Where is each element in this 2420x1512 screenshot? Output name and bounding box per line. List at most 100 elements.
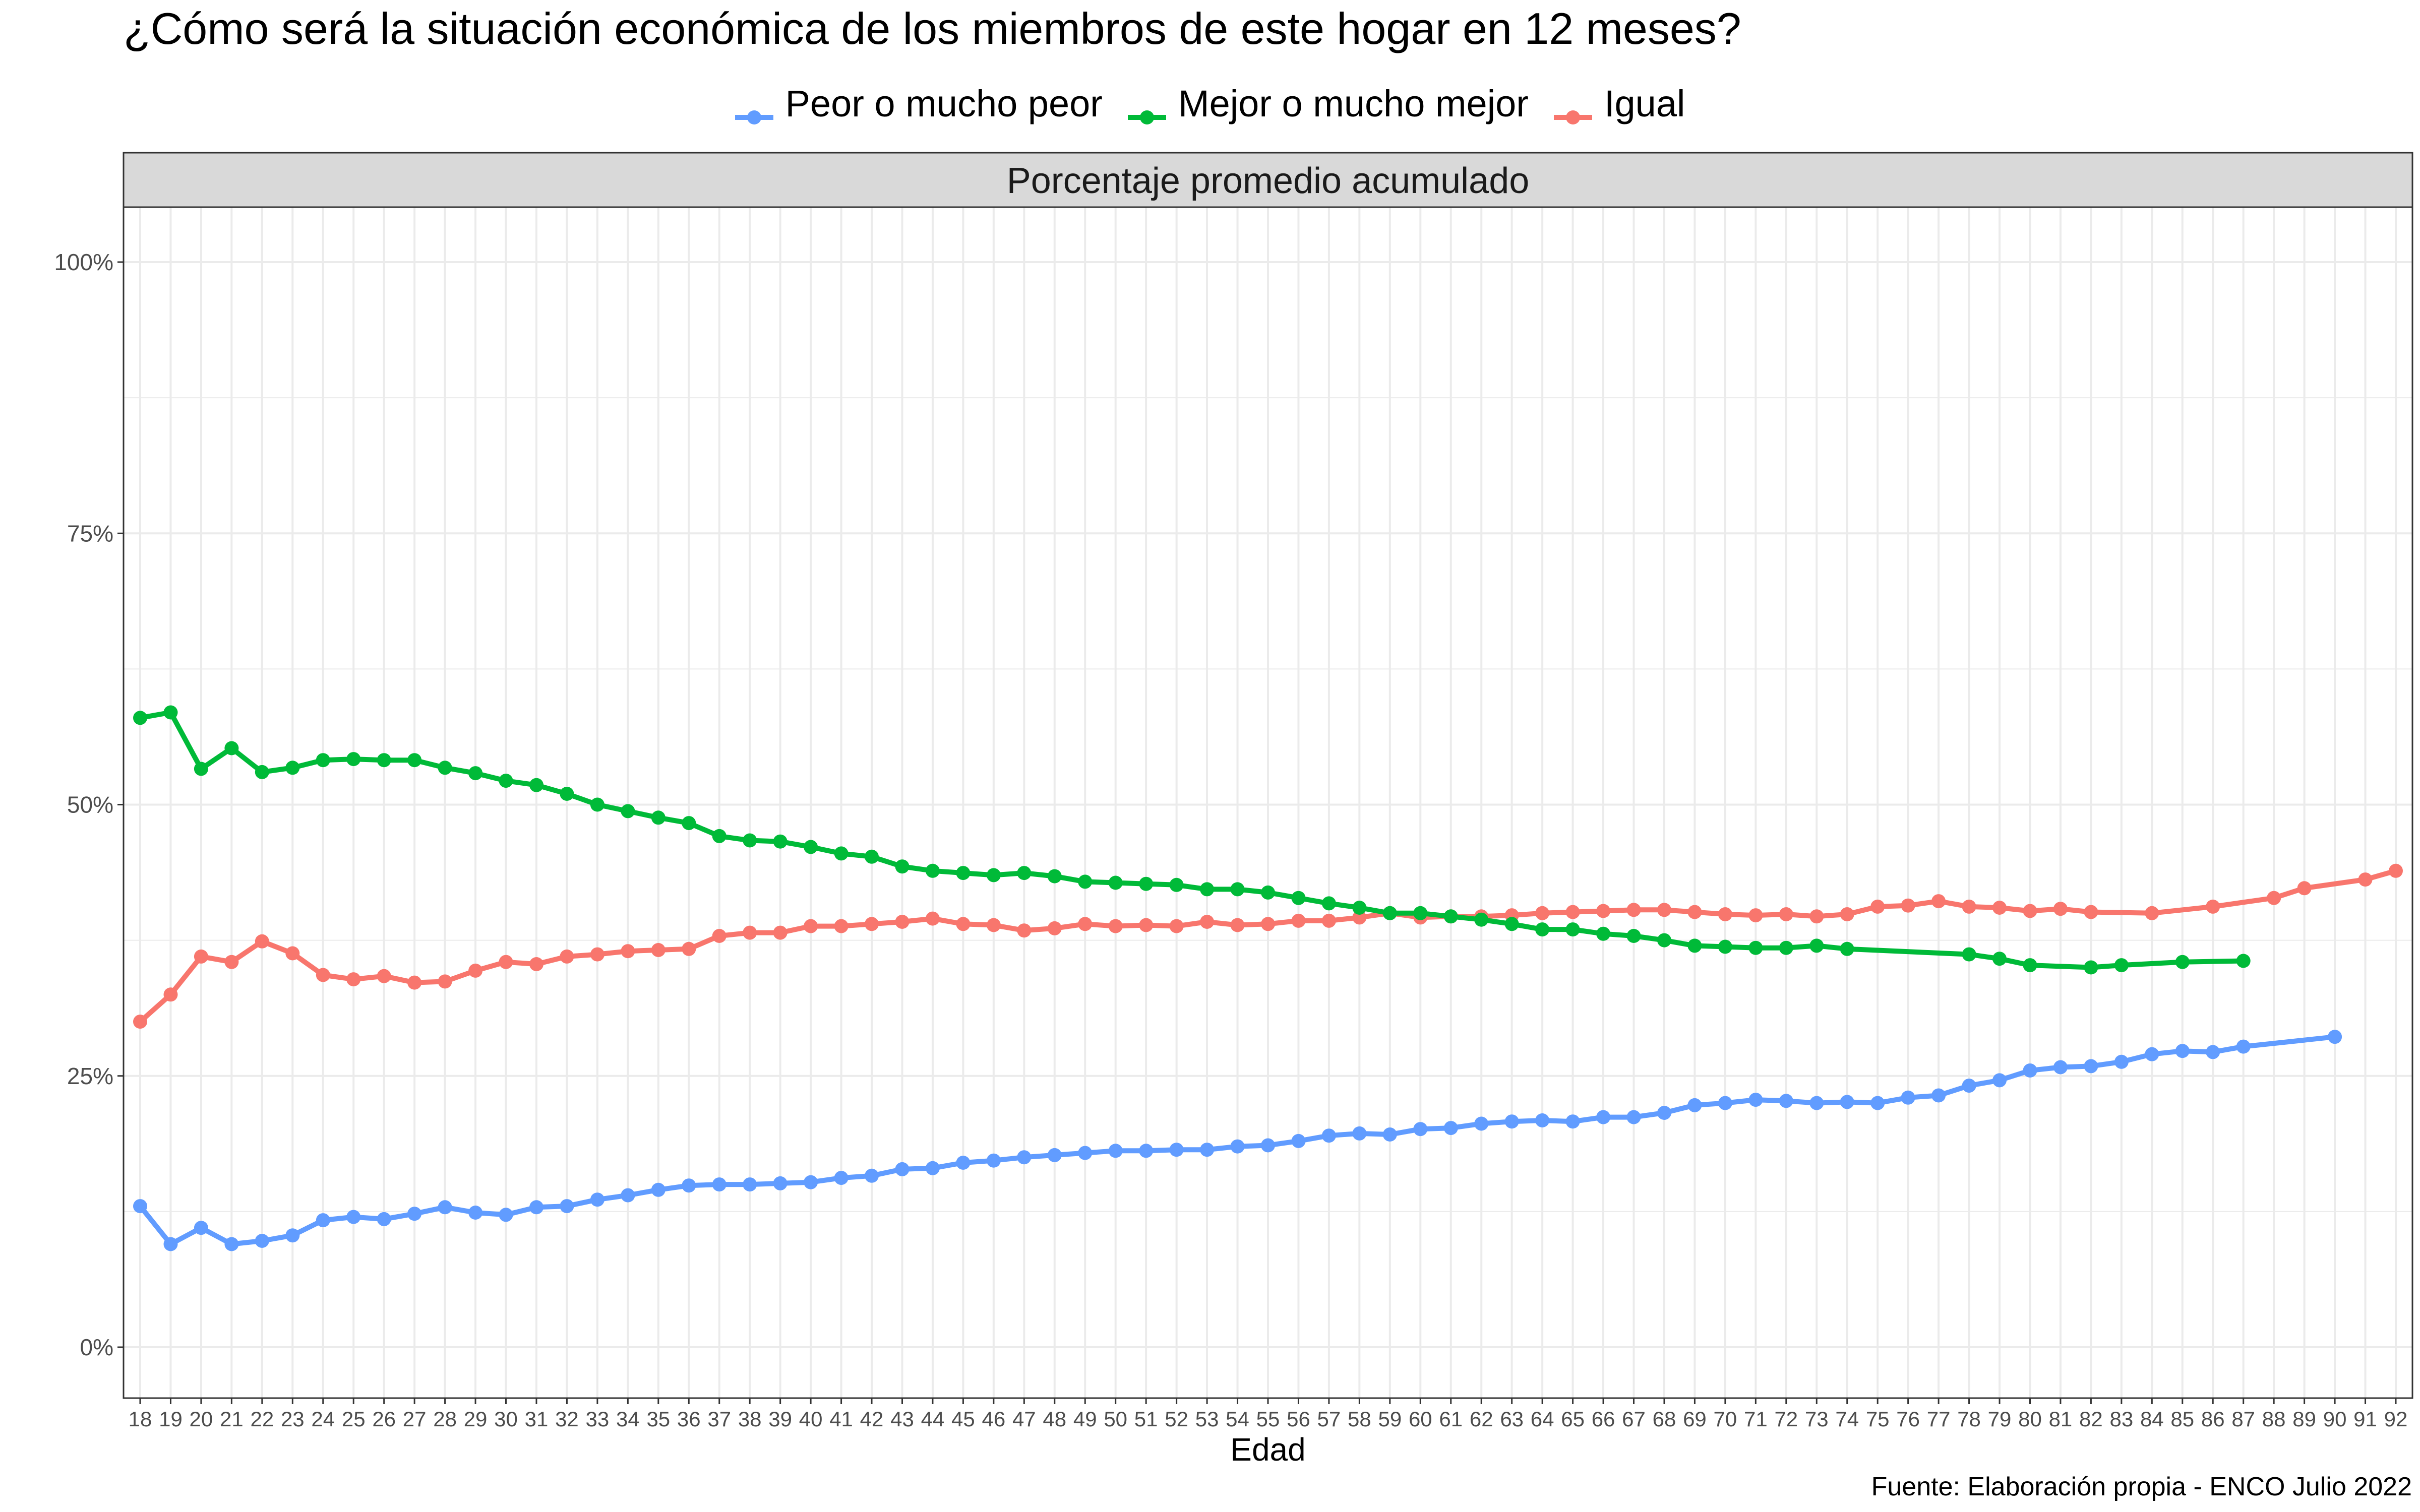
data-point-igual: [1870, 899, 1885, 914]
data-point-mejor: [377, 753, 391, 768]
data-point-igual: [194, 949, 208, 964]
data-point-mejor: [468, 766, 483, 781]
data-point-igual: [1047, 921, 1062, 935]
data-point-peor: [468, 1206, 483, 1220]
data-point-peor: [1901, 1090, 1915, 1105]
data-point-igual: [2145, 906, 2159, 920]
x-tick-label: 73: [1805, 1407, 1829, 1431]
major-gridlines: [124, 207, 2412, 1398]
x-tick-label: 74: [1835, 1407, 1859, 1431]
data-point-mejor: [1504, 917, 1519, 931]
data-point-igual: [651, 943, 666, 957]
x-tick-label: 66: [1592, 1407, 1615, 1431]
data-point-peor: [895, 1162, 910, 1176]
x-tick-label: 28: [433, 1407, 457, 1431]
data-point-peor: [804, 1175, 818, 1189]
legend-key-mejor: [1127, 93, 1166, 124]
data-point-peor: [621, 1188, 635, 1203]
y-tick-label: 0%: [80, 1334, 113, 1360]
data-point-igual: [1931, 894, 1946, 909]
x-tick-label: 80: [2018, 1407, 2042, 1431]
data-point-igual: [773, 925, 788, 940]
data-point-igual: [1291, 913, 1306, 928]
data-point-mejor: [194, 762, 208, 776]
data-point-peor: [1078, 1146, 1093, 1160]
series-peor: [133, 1030, 2342, 1251]
x-tick-label: 45: [951, 1407, 975, 1431]
x-tick-label: 76: [1896, 1407, 1920, 1431]
data-point-igual: [133, 1015, 147, 1029]
x-tick-label: 65: [1561, 1407, 1585, 1431]
data-point-peor: [2206, 1045, 2220, 1059]
data-point-igual: [1261, 917, 1275, 931]
data-point-peor: [1535, 1113, 1550, 1127]
data-point-peor: [194, 1221, 208, 1235]
data-point-mejor: [1992, 952, 2007, 966]
data-point-mejor: [1352, 901, 1367, 915]
legend-label-peor: Peor o mucho peor: [785, 82, 1103, 124]
x-tick-label: 63: [1500, 1407, 1524, 1431]
data-point-igual: [865, 917, 879, 931]
data-point-peor: [529, 1200, 543, 1215]
data-point-mejor: [1718, 939, 1732, 954]
data-point-igual: [224, 955, 239, 969]
data-point-peor: [560, 1199, 574, 1214]
x-tick-label: 68: [1653, 1407, 1676, 1431]
data-point-mejor: [407, 753, 422, 768]
data-point-peor: [1687, 1098, 1702, 1112]
data-point-igual: [1352, 910, 1367, 925]
x-tick-label: 58: [1348, 1407, 1371, 1431]
data-point-mejor: [621, 804, 635, 818]
data-point-mejor: [1169, 877, 1184, 892]
data-point-mejor: [2023, 958, 2037, 973]
data-point-mejor: [1078, 874, 1093, 889]
x-tick-label: 78: [1957, 1407, 1981, 1431]
data-point-mejor: [1382, 906, 1397, 920]
legend-label-mejor: Mejor o mucho mejor: [1178, 82, 1529, 124]
data-point-peor: [1200, 1143, 1215, 1157]
data-point-mejor: [1809, 938, 1824, 953]
data-point-peor: [1779, 1094, 1793, 1108]
series-line-mejor: [138, 710, 2246, 970]
data-point-mejor: [499, 774, 513, 788]
x-tick-label: 85: [2170, 1407, 2194, 1431]
data-point-peor: [1718, 1096, 1732, 1110]
data-point-igual: [621, 944, 635, 959]
data-point-igual: [1718, 907, 1732, 921]
x-tick-label: 83: [2110, 1407, 2134, 1431]
data-point-mejor: [1474, 912, 1489, 927]
x-tick-label: 31: [525, 1407, 549, 1431]
x-tick-label: 53: [1195, 1407, 1219, 1431]
data-point-igual: [2023, 904, 2037, 918]
x-tick-label: 70: [1714, 1407, 1737, 1431]
x-tick-label: 25: [342, 1407, 366, 1431]
data-point-igual: [2084, 905, 2098, 919]
x-tick-label: 35: [646, 1407, 670, 1431]
data-point-peor: [743, 1177, 757, 1192]
data-point-peor: [1230, 1139, 1245, 1154]
data-point-mejor: [560, 787, 574, 801]
x-tick-label: 67: [1622, 1407, 1646, 1431]
data-point-peor: [773, 1176, 788, 1190]
data-point-igual: [163, 987, 178, 1002]
x-tick-label: 43: [890, 1407, 914, 1431]
data-point-igual: [2206, 899, 2220, 914]
data-point-mejor: [1687, 938, 1702, 953]
legend-item-mejor: Mejor o mucho mejor: [1127, 82, 1529, 125]
data-point-igual: [499, 955, 513, 969]
x-tick-label: 86: [2201, 1407, 2225, 1431]
legend-key-igual: [1553, 93, 1592, 124]
data-point-peor: [651, 1182, 666, 1197]
data-point-peor: [1474, 1116, 1489, 1131]
x-tick-label: 40: [799, 1407, 823, 1431]
data-point-igual: [377, 969, 391, 983]
data-point-peor: [2114, 1054, 2129, 1069]
data-point-mejor: [1443, 909, 1458, 924]
data-point-igual: [1809, 909, 1824, 924]
data-point-mejor: [1748, 940, 1763, 955]
data-point-peor: [2236, 1039, 2251, 1054]
x-tick-label: 32: [555, 1407, 579, 1431]
data-point-igual: [2053, 902, 2068, 916]
x-tick-label: 56: [1287, 1407, 1310, 1431]
x-tick-label: 37: [707, 1407, 731, 1431]
